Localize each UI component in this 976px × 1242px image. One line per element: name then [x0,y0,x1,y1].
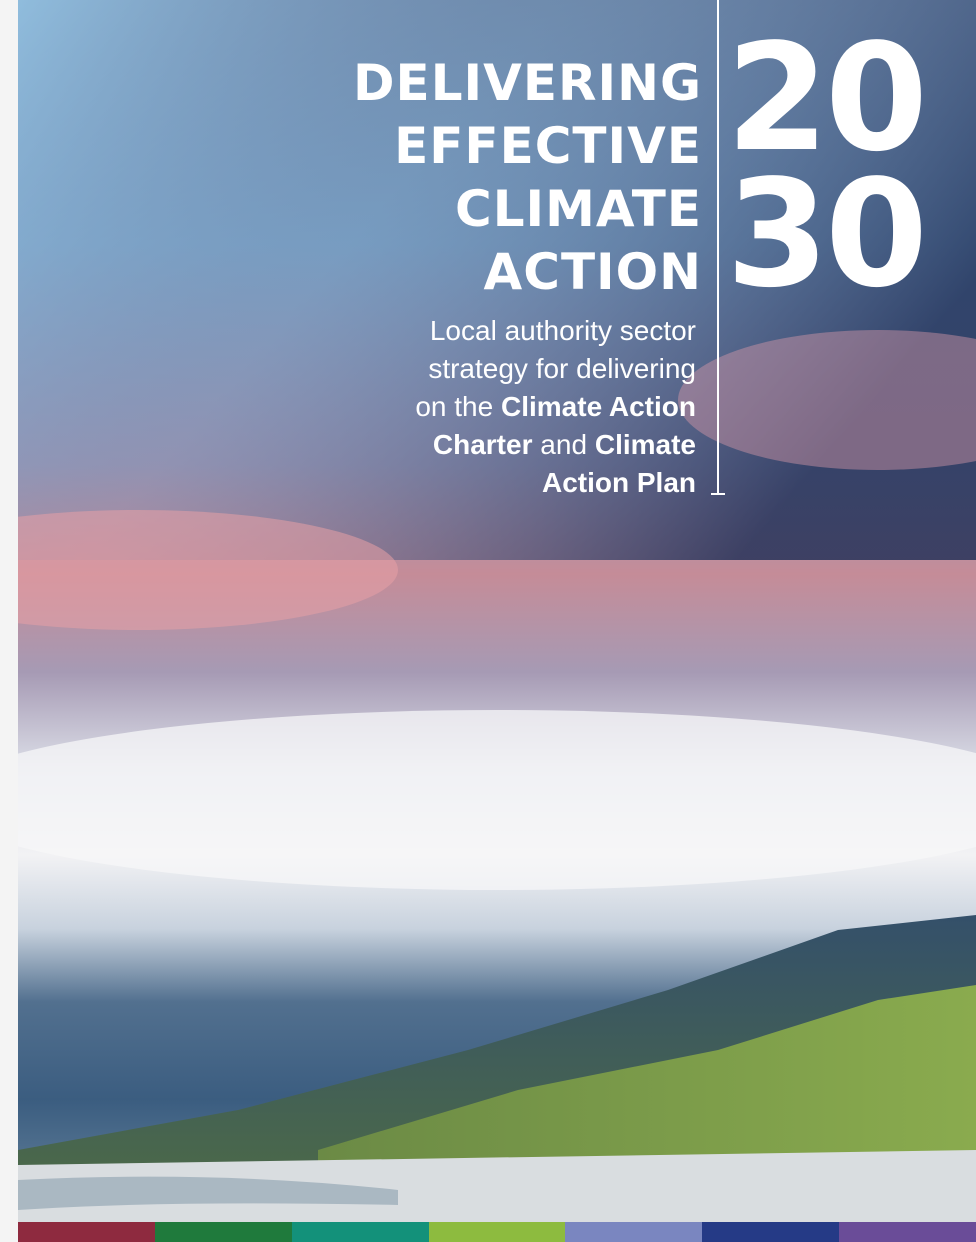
subtitle-text: Local authority sector [430,315,696,346]
year-line: 20 [726,30,924,166]
subtitle-bold-text: Climate Action [501,391,696,422]
subtitle-text: on the [415,391,493,422]
subtitle-line: Action Plan [415,464,696,502]
subtitle-bold-text: Action Plan [542,467,696,498]
title-line: EFFECTIVE [353,115,702,178]
subtitle-line: on the Climate Action [415,388,696,426]
subtitle: Local authority sector strategy for deliv… [415,312,696,502]
subtitle-bold-text: Climate [595,429,696,460]
divider-tick [711,493,725,495]
subtitle-bold-text: Charter [433,429,533,460]
year-line: 30 [726,166,924,302]
title-line: DELIVERING [353,52,702,115]
title-line: ACTION [353,241,702,304]
color-stripe [18,1222,976,1242]
subtitle-text: strategy for delivering [428,353,696,384]
subtitle-line: strategy for delivering [415,350,696,388]
page: DELIVERINGEFFECTIVECLIMATEACTION 2030 Lo… [0,0,976,1242]
divider-line [717,0,719,494]
title-line: CLIMATE [353,178,702,241]
subtitle-text: and [540,429,587,460]
subtitle-line: Local authority sector [415,312,696,350]
